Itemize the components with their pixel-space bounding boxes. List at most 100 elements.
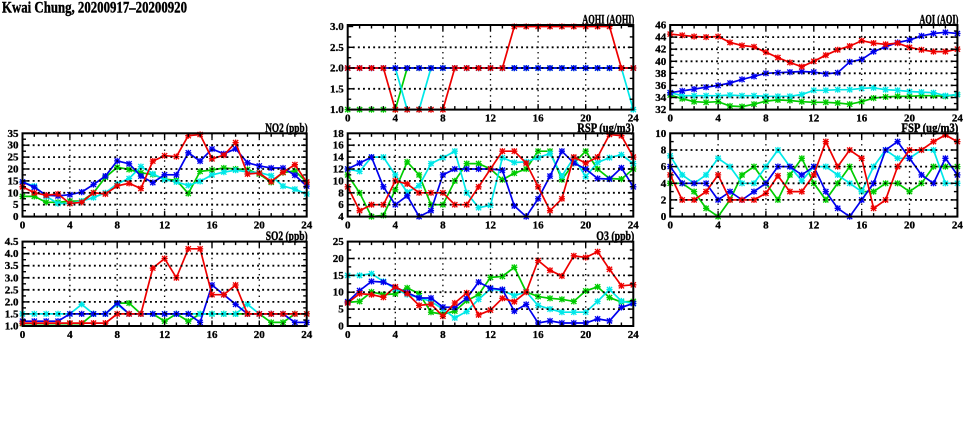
svg-text:4.0: 4.0 bbox=[5, 248, 19, 260]
svg-text:0: 0 bbox=[338, 321, 344, 333]
svg-text:0: 0 bbox=[667, 113, 673, 125]
svg-text:6: 6 bbox=[661, 161, 667, 173]
svg-text:SO2 (ppb): SO2 (ppb) bbox=[266, 228, 308, 243]
svg-text:20: 20 bbox=[580, 329, 592, 341]
svg-text:15: 15 bbox=[8, 175, 20, 187]
svg-text:20: 20 bbox=[8, 164, 20, 176]
svg-text:20: 20 bbox=[333, 253, 345, 265]
svg-text:0: 0 bbox=[13, 211, 19, 223]
svg-text:25: 25 bbox=[333, 236, 345, 248]
svg-text:25: 25 bbox=[8, 152, 20, 164]
svg-text:10: 10 bbox=[655, 128, 667, 140]
svg-text:4: 4 bbox=[393, 220, 399, 232]
svg-text:24: 24 bbox=[952, 113, 964, 125]
svg-text:1.5: 1.5 bbox=[330, 83, 344, 95]
svg-text:2.0: 2.0 bbox=[5, 296, 19, 308]
svg-text:36: 36 bbox=[655, 80, 667, 92]
svg-text:O3 (ppb): O3 (ppb) bbox=[596, 228, 634, 243]
svg-text:0: 0 bbox=[345, 329, 351, 341]
svg-text:20: 20 bbox=[254, 329, 266, 341]
svg-text:NO2 (ppb): NO2 (ppb) bbox=[265, 120, 308, 135]
svg-text:24: 24 bbox=[301, 220, 313, 232]
svg-text:0: 0 bbox=[661, 211, 667, 223]
svg-text:Kwai Chung, 20200917–20200920: Kwai Chung, 20200917–20200920 bbox=[2, 0, 187, 17]
svg-text:2.5: 2.5 bbox=[330, 42, 344, 54]
svg-text:4: 4 bbox=[338, 211, 344, 223]
svg-text:20: 20 bbox=[904, 113, 916, 125]
svg-text:35: 35 bbox=[8, 128, 20, 140]
svg-text:5: 5 bbox=[13, 199, 19, 211]
svg-text:4: 4 bbox=[393, 113, 399, 125]
svg-text:FSP (ug/m3): FSP (ug/m3) bbox=[901, 120, 958, 135]
svg-text:2.0: 2.0 bbox=[330, 63, 344, 75]
svg-text:3.5: 3.5 bbox=[5, 260, 19, 272]
svg-text:0: 0 bbox=[345, 113, 351, 125]
svg-text:12: 12 bbox=[485, 329, 497, 341]
svg-text:3.0: 3.0 bbox=[5, 272, 19, 284]
svg-text:10: 10 bbox=[333, 175, 345, 187]
svg-text:12: 12 bbox=[808, 113, 820, 125]
svg-text:5: 5 bbox=[338, 304, 344, 316]
svg-text:14: 14 bbox=[333, 152, 345, 164]
svg-text:0: 0 bbox=[345, 220, 351, 232]
svg-text:24: 24 bbox=[952, 220, 964, 232]
svg-text:0: 0 bbox=[20, 220, 26, 232]
svg-text:10: 10 bbox=[8, 187, 20, 199]
svg-text:2: 2 bbox=[661, 194, 667, 206]
svg-text:8: 8 bbox=[114, 329, 120, 341]
svg-text:AQI (AQI): AQI (AQI) bbox=[919, 12, 958, 27]
svg-text:16: 16 bbox=[856, 220, 868, 232]
svg-text:4: 4 bbox=[393, 329, 399, 341]
svg-text:4: 4 bbox=[715, 113, 721, 125]
svg-text:8: 8 bbox=[114, 220, 120, 232]
svg-text:20: 20 bbox=[580, 113, 592, 125]
svg-text:20: 20 bbox=[904, 220, 916, 232]
svg-text:2.5: 2.5 bbox=[5, 284, 19, 296]
svg-text:20: 20 bbox=[254, 220, 266, 232]
svg-text:16: 16 bbox=[533, 220, 545, 232]
svg-text:24: 24 bbox=[628, 329, 640, 341]
svg-text:16: 16 bbox=[533, 113, 545, 125]
svg-text:8: 8 bbox=[661, 145, 667, 157]
svg-text:20: 20 bbox=[580, 220, 592, 232]
svg-text:6: 6 bbox=[338, 199, 344, 211]
svg-text:4: 4 bbox=[67, 220, 73, 232]
svg-text:38: 38 bbox=[655, 68, 667, 80]
svg-text:4: 4 bbox=[67, 329, 73, 341]
svg-text:30: 30 bbox=[8, 140, 20, 152]
svg-text:0: 0 bbox=[667, 220, 673, 232]
svg-text:4: 4 bbox=[715, 220, 721, 232]
svg-text:12: 12 bbox=[159, 329, 171, 341]
svg-text:40: 40 bbox=[655, 56, 667, 68]
svg-text:8: 8 bbox=[763, 113, 769, 125]
svg-text:18: 18 bbox=[333, 128, 345, 140]
svg-text:AQHI (AQHI): AQHI (AQHI) bbox=[582, 12, 634, 27]
svg-text:8: 8 bbox=[440, 329, 446, 341]
svg-text:0: 0 bbox=[20, 329, 26, 341]
svg-text:34: 34 bbox=[655, 92, 667, 104]
svg-text:12: 12 bbox=[808, 220, 820, 232]
svg-text:12: 12 bbox=[485, 113, 497, 125]
svg-text:RSP (ug/m3): RSP (ug/m3) bbox=[577, 120, 634, 135]
svg-text:24: 24 bbox=[628, 113, 640, 125]
svg-text:1.0: 1.0 bbox=[330, 104, 344, 116]
svg-text:16: 16 bbox=[207, 220, 219, 232]
svg-text:16: 16 bbox=[856, 113, 868, 125]
svg-text:46: 46 bbox=[655, 20, 667, 32]
svg-text:16: 16 bbox=[207, 329, 219, 341]
svg-text:24: 24 bbox=[301, 329, 313, 341]
svg-text:12: 12 bbox=[485, 220, 497, 232]
svg-text:12: 12 bbox=[333, 164, 345, 176]
svg-text:4.5: 4.5 bbox=[5, 236, 19, 248]
svg-text:3.0: 3.0 bbox=[330, 21, 344, 33]
svg-text:8: 8 bbox=[763, 220, 769, 232]
svg-text:16: 16 bbox=[333, 140, 345, 152]
svg-text:10: 10 bbox=[333, 287, 345, 299]
svg-text:16: 16 bbox=[533, 329, 545, 341]
svg-text:1.0: 1.0 bbox=[5, 321, 19, 333]
svg-text:24: 24 bbox=[628, 220, 640, 232]
svg-text:8: 8 bbox=[440, 113, 446, 125]
svg-text:8: 8 bbox=[338, 187, 344, 199]
svg-text:15: 15 bbox=[333, 270, 345, 282]
svg-text:44: 44 bbox=[655, 32, 667, 44]
